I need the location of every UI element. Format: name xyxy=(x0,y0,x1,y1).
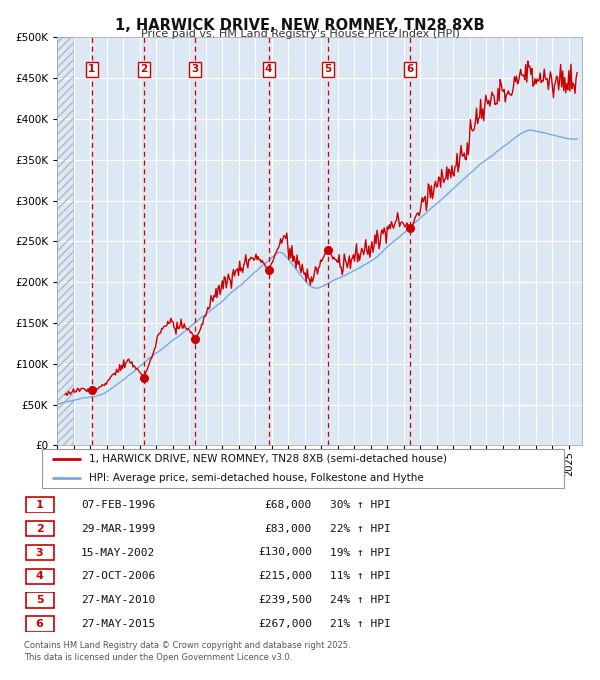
Text: 2: 2 xyxy=(140,64,147,74)
Text: HPI: Average price, semi-detached house, Folkestone and Hythe: HPI: Average price, semi-detached house,… xyxy=(89,473,424,483)
Text: 5: 5 xyxy=(324,64,331,74)
Text: 5: 5 xyxy=(36,595,43,605)
Text: 15-MAY-2002: 15-MAY-2002 xyxy=(81,547,155,558)
Text: Contains HM Land Registry data © Crown copyright and database right 2025.: Contains HM Land Registry data © Crown c… xyxy=(24,641,350,649)
Text: 6: 6 xyxy=(35,619,44,629)
Text: 07-FEB-1996: 07-FEB-1996 xyxy=(81,500,155,510)
Text: 1, HARWICK DRIVE, NEW ROMNEY, TN28 8XB: 1, HARWICK DRIVE, NEW ROMNEY, TN28 8XB xyxy=(115,18,485,33)
Text: 27-MAY-2015: 27-MAY-2015 xyxy=(81,619,155,629)
Text: £215,000: £215,000 xyxy=(258,571,312,581)
Text: 1: 1 xyxy=(36,500,43,510)
Text: 27-MAY-2010: 27-MAY-2010 xyxy=(81,595,155,605)
Text: 29-MAR-1999: 29-MAR-1999 xyxy=(81,524,155,534)
Text: 6: 6 xyxy=(407,64,414,74)
Text: 11% ↑ HPI: 11% ↑ HPI xyxy=(330,571,391,581)
Text: This data is licensed under the Open Government Licence v3.0.: This data is licensed under the Open Gov… xyxy=(24,653,292,662)
Text: 3: 3 xyxy=(36,547,43,558)
Text: 22% ↑ HPI: 22% ↑ HPI xyxy=(330,524,391,534)
Text: 1: 1 xyxy=(88,64,95,74)
Text: 4: 4 xyxy=(265,64,272,74)
Text: £239,500: £239,500 xyxy=(258,595,312,605)
Bar xyxy=(57,37,73,445)
Text: 30% ↑ HPI: 30% ↑ HPI xyxy=(330,500,391,510)
Text: £130,000: £130,000 xyxy=(258,547,312,558)
Text: £68,000: £68,000 xyxy=(265,500,312,510)
Text: Price paid vs. HM Land Registry's House Price Index (HPI): Price paid vs. HM Land Registry's House … xyxy=(140,29,460,39)
Text: 21% ↑ HPI: 21% ↑ HPI xyxy=(330,619,391,629)
Text: 1, HARWICK DRIVE, NEW ROMNEY, TN28 8XB (semi-detached house): 1, HARWICK DRIVE, NEW ROMNEY, TN28 8XB (… xyxy=(89,454,447,464)
Text: 2: 2 xyxy=(36,524,43,534)
Text: 24% ↑ HPI: 24% ↑ HPI xyxy=(330,595,391,605)
Text: 4: 4 xyxy=(35,571,44,581)
FancyBboxPatch shape xyxy=(42,449,564,488)
Text: £83,000: £83,000 xyxy=(265,524,312,534)
Text: 19% ↑ HPI: 19% ↑ HPI xyxy=(330,547,391,558)
Text: 3: 3 xyxy=(191,64,199,74)
Text: 27-OCT-2006: 27-OCT-2006 xyxy=(81,571,155,581)
Text: £267,000: £267,000 xyxy=(258,619,312,629)
